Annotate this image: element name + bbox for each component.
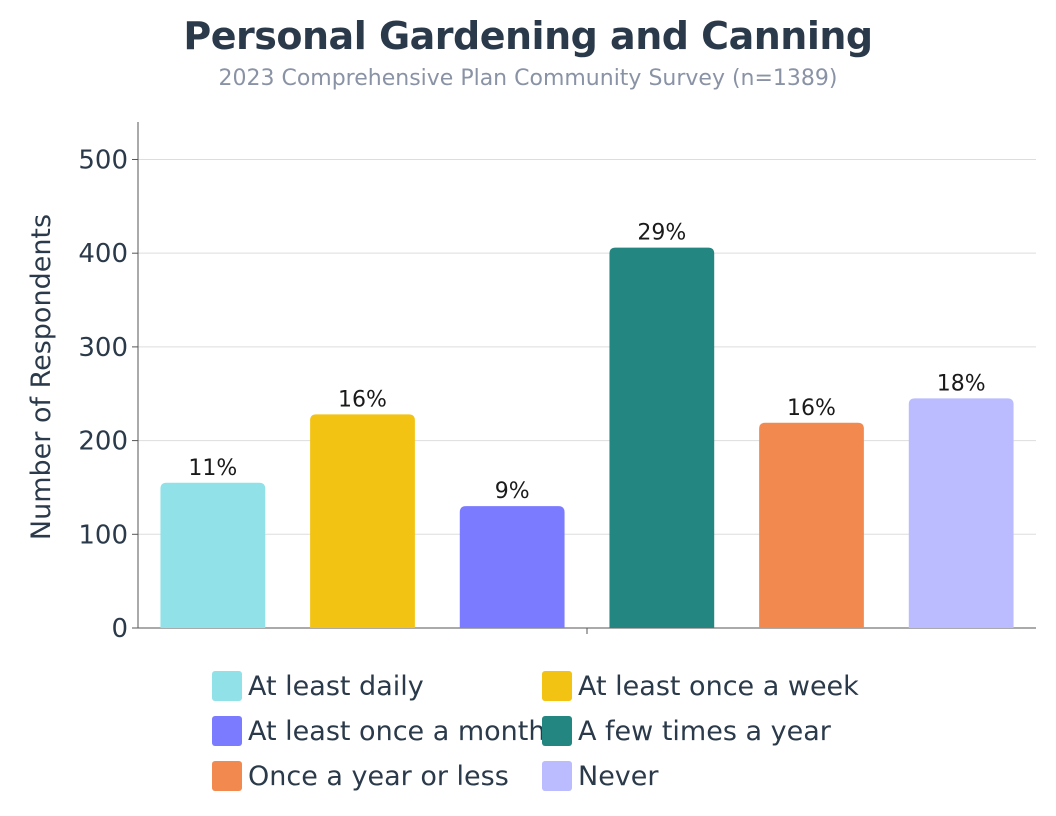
bar-data-label: 16% [338,387,387,412]
legend-item: At least once a month [212,713,546,749]
legend-item: Once a year or less [212,758,509,794]
legend-label: Never [578,760,659,792]
chart-subtitle: 2023 Comprehensive Plan Community Survey… [218,66,838,91]
y-tick-label: 0 [111,614,128,644]
bar [609,247,715,628]
y-tick-label: 400 [78,239,128,269]
bar-data-label: 11% [188,456,237,481]
legend-swatch [212,716,242,746]
bar [908,398,1014,628]
chart-title: Personal Gardening and Canning [183,14,873,58]
legend-item: Never [542,758,659,794]
bar [759,422,864,628]
legend-label: Once a year or less [248,760,509,792]
legend-swatch [542,671,572,701]
y-axis-label: Number of Respondents [26,214,57,540]
y-tick-label: 100 [78,520,128,550]
legend-swatch [542,716,572,746]
y-tick-label: 300 [78,333,128,363]
bar [310,414,415,628]
legend-swatch [212,671,242,701]
bar-data-label: 9% [495,479,530,504]
legend-label: A few times a year [578,715,831,747]
bar-data-label: 18% [937,371,986,396]
legend-swatch [542,761,572,791]
legend-label: At least once a month [248,715,546,747]
y-tick-label: 200 [78,427,128,457]
bar [160,482,266,628]
legend-swatch [212,761,242,791]
legend-item: A few times a year [542,713,831,749]
bar-data-label: 16% [787,396,836,421]
legend-item: At least once a week [542,668,859,704]
legend-label: At least once a week [578,670,859,702]
legend-label: At least daily [248,670,424,702]
legend-item: At least daily [212,668,424,704]
bar [459,506,565,628]
bar-data-label: 29% [637,221,686,246]
y-tick-label: 500 [78,145,128,175]
